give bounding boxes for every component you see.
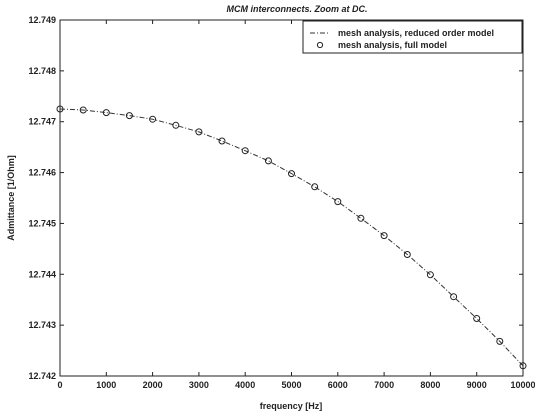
plot-area: [59, 19, 524, 377]
y-tick-label: 12.747: [28, 117, 56, 127]
x-tick-label: 2000: [143, 380, 163, 390]
legend: mesh analysis, reduced order model mesh …: [302, 20, 523, 54]
x-tick-label: 10000: [510, 380, 535, 390]
series-full-model-point: [241, 147, 249, 155]
series-full-model-point: [149, 115, 157, 123]
y-tick-label: 12.749: [28, 15, 56, 25]
legend-box: [302, 20, 523, 54]
series-full-model-point: [102, 109, 110, 117]
y-tick-label: 12.743: [28, 320, 56, 330]
series-full-model-point: [334, 198, 342, 206]
x-tick-label: 0: [57, 380, 62, 390]
y-tick-label: 12.746: [28, 168, 56, 178]
x-tick-label: 8000: [420, 380, 440, 390]
series-full-model-point: [125, 112, 133, 120]
x-tick-label: 1000: [96, 380, 116, 390]
series-full-model-point: [519, 362, 527, 370]
x-tick-label: 6000: [328, 380, 348, 390]
y-tick-label: 12.745: [28, 218, 56, 228]
y-tick-label: 12.748: [28, 66, 56, 76]
x-tick-label: 5000: [281, 380, 301, 390]
x-tick-label: 4000: [235, 380, 255, 390]
series-reduced-order-line: [59, 108, 524, 367]
x-tick-label: 3000: [189, 380, 209, 390]
x-axis-label: frequency [Hz]: [260, 401, 323, 411]
series-full-model-point: [195, 128, 203, 136]
legend-entry-full-model: mesh analysis, full model: [338, 40, 447, 50]
series-full-model-point: [172, 121, 180, 129]
x-tick-label: 7000: [374, 380, 394, 390]
y-tick-label: 12.742: [28, 371, 56, 381]
series-full-model-point: [79, 106, 87, 114]
y-axis-label: Admittance [1/Ohm]: [6, 155, 16, 241]
x-tick-label: 9000: [467, 380, 487, 390]
chart-title: MCM interconnects. Zoom at DC.: [226, 4, 367, 14]
y-axis: 12.742 12.743 12.744 12.745 12.746 12.747 12.7…: [28, 15, 523, 381]
series-full-model-point: [426, 271, 434, 279]
series-full-model-point: [357, 214, 365, 222]
y-tick-label: 12.744: [28, 269, 56, 279]
series-full-model-point: [380, 232, 388, 240]
legend-entry-reduced-order: mesh analysis, reduced order model: [338, 28, 494, 38]
legend-marker-swatch: [316, 41, 324, 49]
series-full-model-point: [403, 251, 411, 258]
series-full-model-point: [264, 157, 272, 165]
series-full-model-point: [56, 105, 64, 113]
series-layer: [56, 105, 527, 370]
series-full-model-point: [473, 315, 481, 322]
series-full-model-point: [450, 293, 458, 301]
series-full-model-point: [311, 183, 319, 191]
series-full-model-point: [496, 337, 504, 345]
series-full-model-point: [288, 170, 295, 178]
series-full-model-point: [218, 137, 226, 145]
